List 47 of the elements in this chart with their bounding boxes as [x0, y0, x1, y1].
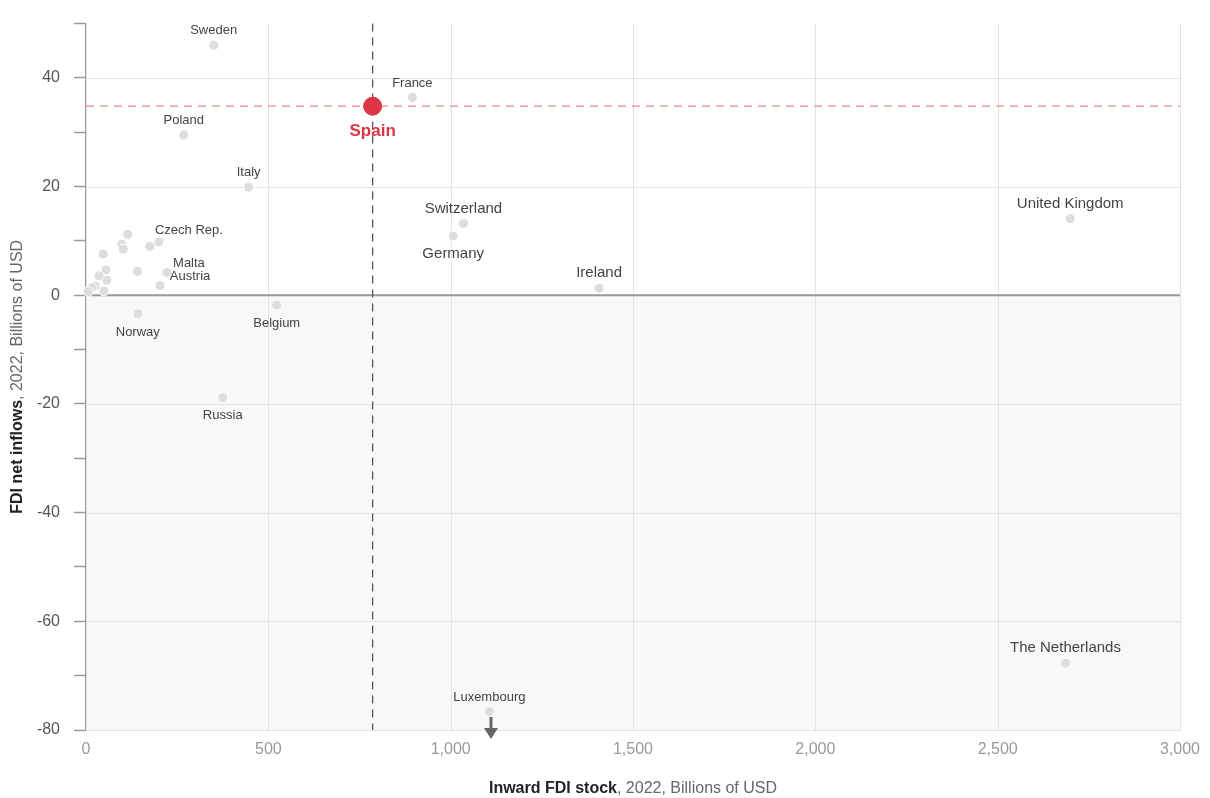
x-tick-label: 2,500	[977, 740, 1018, 758]
annotation: Poland	[163, 111, 204, 127]
annotation: Norway	[115, 323, 161, 339]
point	[406, 92, 418, 103]
y-tick-label: -20	[36, 394, 61, 412]
x-tick-label: 1,000	[430, 740, 471, 758]
x-tick-label: 1,500	[612, 740, 654, 758]
point	[93, 270, 105, 282]
x-tick-label: 3,000	[1159, 740, 1201, 758]
point	[101, 274, 113, 286]
annotation: The Netherlands	[1010, 638, 1121, 656]
annotation: Russia	[202, 407, 244, 423]
point	[153, 236, 165, 248]
y-tick-label: 0	[51, 285, 61, 303]
y-axis-title: FDI net inflows, 2022, Billions of USD	[8, 239, 26, 514]
annotation: Switzerland	[424, 198, 503, 216]
annotation: Sweden	[190, 22, 238, 38]
point	[243, 181, 255, 193]
series-label: Spain	[349, 121, 396, 141]
point	[363, 96, 383, 116]
annotation: United Kingdom	[1016, 193, 1124, 211]
point	[82, 285, 94, 297]
y-tick-label: 40	[42, 68, 61, 86]
annotation: Belgium	[253, 315, 301, 331]
x-tick-label: 500	[254, 740, 282, 758]
point	[593, 282, 605, 294]
annotation: Czech Rep.	[154, 222, 223, 238]
point	[97, 248, 109, 260]
y-tick-label: 20	[42, 177, 61, 195]
x-tick-label: 2,000	[795, 740, 836, 758]
annotation: Luxembourg	[453, 688, 526, 704]
point	[208, 39, 220, 51]
x-axis-title: Inward FDI stock, 2022, Billions of USD	[488, 779, 778, 797]
point	[1064, 213, 1076, 225]
annotation: France	[392, 74, 433, 90]
annotation: Ireland	[576, 263, 623, 281]
point	[117, 243, 129, 255]
y-tick-label: -40	[36, 503, 61, 521]
y-tick-label: -80	[36, 720, 61, 738]
annotation: Germany	[422, 244, 485, 262]
point	[131, 265, 143, 277]
point	[132, 308, 144, 320]
point	[447, 230, 459, 242]
x-tick-label: 0	[81, 740, 91, 758]
y-tick-label: -60	[36, 611, 61, 629]
point	[98, 285, 110, 297]
annotation: Italy	[236, 164, 262, 180]
